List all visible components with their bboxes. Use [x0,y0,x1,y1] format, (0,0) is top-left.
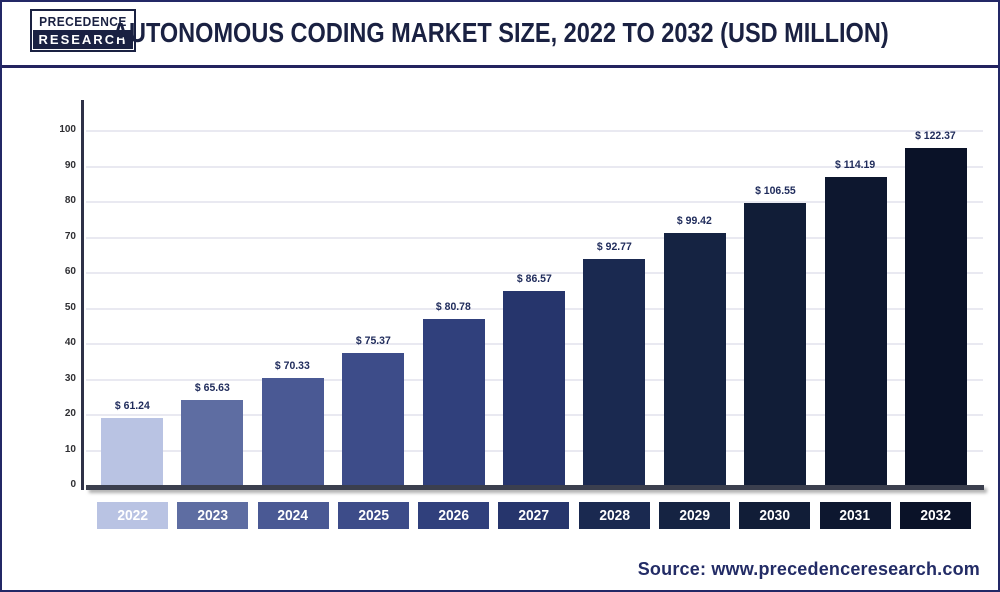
bar-value-label: $ 106.55 [754,185,796,198]
year-text: 2025 [358,507,389,524]
bar-chart: 100 90 80 70 60 50 40 30 20 10 0 $ 61.24… [2,69,998,590]
bar-2031 [824,176,887,485]
bar-2024 [261,378,324,485]
bar-column-2029: $ 99.42 [663,130,726,485]
year-label-2031: 2031 [819,502,891,529]
bar-value-label: $ 65.63 [194,382,230,395]
logo-text-precedence: PRECEDENCE [39,14,127,29]
year-label-2027: 2027 [498,502,570,529]
year-text: 2026 [438,507,470,524]
page-title: AUTONOMOUS CODING MARKET SIZE, 2022 TO 2… [111,17,889,48]
year-text: 2027 [518,507,550,524]
bar-column-2023: $ 65.63 [181,130,244,485]
x-axis-baseline [86,485,984,490]
y-tick-label: 100 [59,124,76,135]
year-text: 2029 [679,507,710,524]
bar-column-2022: $ 61.24 [101,130,163,485]
year-text: 2028 [598,507,630,524]
y-tick-label: 30 [64,372,76,384]
bar-2025 [342,352,405,485]
y-tick-label: 70 [64,230,76,242]
bar-value-label: $ 80.78 [436,300,471,313]
bar-2026 [422,318,485,485]
year-text: 2022 [117,507,148,524]
title-wrap: AUTONOMOUS CODING MARKET SIZE, 2022 TO 2… [2,17,998,49]
year-text: 2031 [839,507,871,524]
year-text: 2024 [277,507,309,524]
y-tick-label: 20 [64,408,76,419]
gridline [86,165,983,168]
gridline [86,236,983,239]
x-axis-year-row: 2022 2023 2024 2025 2026 2027 2028 2029 … [97,502,971,529]
year-label-2029: 2029 [659,502,731,529]
y-tick-label: 50 [64,301,76,313]
y-tick-label: 80 [64,195,76,206]
bar-value-label: $ 61.24 [114,399,150,412]
bar-column-2027: $ 86.57 [502,130,565,485]
bars-row: $ 61.24 $ 65.63 $ 70.33 $ 75.37 $ 80.78 … [101,130,967,485]
source-attribution: Source: www.precedenceresearch.com [637,559,980,579]
header: PRECEDENCE RESEARCH AUTONOMOUS CODING MA… [2,2,998,64]
year-label-2023: 2023 [177,502,249,529]
bar-column-2032: $ 122.37 [904,130,967,485]
year-label-2022: 2022 [97,502,168,529]
bar-2030 [744,203,807,485]
gridline [86,201,983,203]
year-text: 2032 [920,507,951,524]
gridline [86,130,983,132]
year-text: 2023 [197,507,229,524]
bar-value-label: $ 114.19 [835,158,876,171]
bar-value-label: $ 75.37 [355,334,391,347]
bar-value-label: $ 92.77 [596,240,632,253]
bar-column-2025: $ 75.37 [342,130,405,485]
y-axis-line [81,100,84,490]
bar-2029 [663,232,726,485]
y-tick-label: 60 [64,266,76,277]
y-tick-label: 40 [64,337,76,348]
year-label-2032: 2032 [899,502,971,529]
bar-column-2028: $ 92.77 [583,130,646,485]
bar-2032 [904,148,967,485]
bar-2022 [101,417,163,485]
logo-text-research: RESEARCH [33,30,133,49]
bar-column-2026: $ 80.78 [422,130,485,485]
bar-column-2030: $ 106.55 [744,130,807,485]
bar-value-label: $ 86.57 [516,273,552,286]
bar-value-label: $ 70.33 [275,360,311,373]
year-label-2025: 2025 [337,502,409,529]
y-tick-label: 10 [64,443,76,455]
year-text: 2030 [759,507,791,524]
year-label-2024: 2024 [257,502,329,529]
year-label-2028: 2028 [578,502,650,529]
year-label-2030: 2030 [739,502,811,529]
bar-column-2024: $ 70.33 [261,130,324,485]
precedence-research-logo: PRECEDENCE RESEARCH [30,9,136,52]
header-divider [2,65,998,68]
y-tick-label: 0 [70,479,76,490]
bar-value-label: $ 99.42 [677,214,713,227]
year-label-2026: 2026 [418,502,490,529]
gridline [86,272,983,274]
bar-column-2031: $ 114.19 [824,130,887,485]
y-tick-label: 90 [64,159,76,171]
bar-2028 [583,258,646,485]
bar-2023 [181,400,244,485]
bar-value-label: $ 122.37 [915,130,957,142]
bar-2027 [502,291,565,485]
